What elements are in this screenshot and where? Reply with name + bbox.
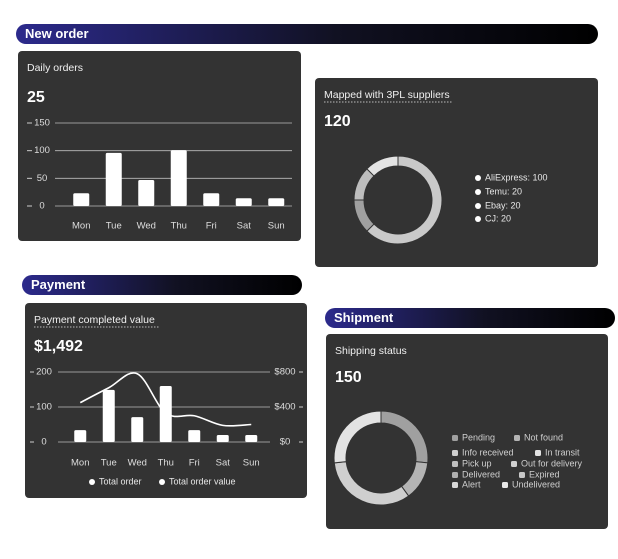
section-header: [16, 24, 598, 44]
x-tick-label: Thu: [171, 221, 187, 232]
section-title: Shipment: [334, 310, 394, 325]
bar: [188, 430, 201, 442]
x-tick-label: Sat: [237, 221, 252, 232]
x-tick-label: Tue: [106, 221, 122, 232]
legend-label: Not found: [524, 432, 563, 442]
x-tick-label: Mon: [71, 458, 89, 469]
bar: [102, 389, 115, 442]
x-tick-label: Sun: [243, 458, 260, 469]
section-header: [325, 308, 615, 328]
line: [79, 372, 252, 427]
card-title: Mapped with 3PL suppliers: [324, 89, 450, 101]
bar: [73, 193, 90, 206]
card: [18, 51, 301, 241]
legend-swatch: [475, 203, 481, 209]
legend-label: Expired: [529, 469, 560, 479]
bar: [170, 150, 187, 206]
legend-swatch: [452, 482, 458, 488]
bar: [74, 430, 87, 442]
card: [326, 334, 608, 529]
y2-tick-label: $400: [274, 402, 295, 413]
legend-swatch: [452, 472, 458, 478]
legend-label: Delivered: [462, 469, 500, 479]
donut-segment: [366, 155, 399, 177]
legend-label: Undelivered: [512, 479, 560, 489]
legend-label: AliExpress: 100: [485, 172, 548, 182]
bar: [268, 198, 285, 206]
legend-label: Alert: [462, 479, 481, 489]
x-tick-label: Wed: [137, 221, 156, 232]
legend-label: Total order value: [169, 476, 236, 486]
legend-swatch: [452, 450, 458, 456]
legend-label: Ebay: 20: [485, 200, 521, 210]
total: 150: [335, 369, 362, 386]
legend-swatch: [511, 461, 517, 467]
card-title: Payment completed value: [34, 314, 155, 326]
y2-tick-label: $800: [274, 367, 295, 378]
section-header: [22, 275, 302, 295]
bar: [245, 435, 258, 442]
legend-swatch: [475, 175, 481, 181]
legend-swatch: [502, 482, 508, 488]
x-tick-label: Thu: [158, 458, 174, 469]
bar: [203, 193, 220, 206]
y-tick-label: 50: [37, 173, 48, 184]
y-tick-label: 100: [36, 402, 52, 413]
legend-swatch: [452, 435, 458, 441]
legend-label: Info received: [462, 447, 514, 457]
total: 25: [27, 89, 45, 106]
card-title: Daily orders: [27, 62, 83, 74]
y-tick-label: 200: [36, 367, 52, 378]
legend-swatch: [475, 189, 481, 195]
x-tick-label: Mon: [72, 221, 90, 232]
legend-label: Out for delivery: [521, 458, 583, 468]
legend-swatch: [159, 479, 165, 485]
card-title: Shipping status: [335, 345, 407, 357]
legend-label: Total order: [99, 476, 142, 486]
section-title: Payment: [31, 277, 86, 292]
y-tick-label: 0: [41, 437, 46, 448]
bar: [235, 198, 252, 206]
total: $1,492: [34, 338, 83, 355]
legend-label: In transit: [545, 447, 580, 457]
card: [315, 78, 598, 267]
legend-swatch: [535, 450, 541, 456]
x-tick-label: Wed: [128, 458, 147, 469]
legend-label: Pick up: [462, 458, 492, 468]
section-title: New order: [25, 26, 89, 41]
bar: [216, 435, 229, 442]
x-tick-label: Tue: [101, 458, 117, 469]
legend-label: Temu: 20: [485, 186, 522, 196]
y2-tick-label: $0: [280, 437, 291, 448]
x-tick-label: Sat: [216, 458, 231, 469]
bar: [105, 152, 122, 206]
legend-swatch: [519, 472, 525, 478]
bar: [131, 417, 144, 442]
legend-label: CJ: 20: [485, 213, 511, 223]
legend-swatch: [452, 461, 458, 467]
legend-swatch: [89, 479, 95, 485]
bar: [138, 179, 155, 206]
y-tick-label: 100: [34, 145, 50, 156]
legend-swatch: [475, 216, 481, 222]
y-tick-label: 0: [39, 201, 44, 212]
x-tick-label: Fri: [189, 458, 200, 469]
x-tick-label: Fri: [206, 221, 217, 232]
legend-swatch: [514, 435, 520, 441]
x-tick-label: Sun: [268, 221, 285, 232]
y-tick-label: 150: [34, 118, 50, 129]
total: 120: [324, 113, 351, 130]
legend-label: Pending: [462, 432, 495, 442]
